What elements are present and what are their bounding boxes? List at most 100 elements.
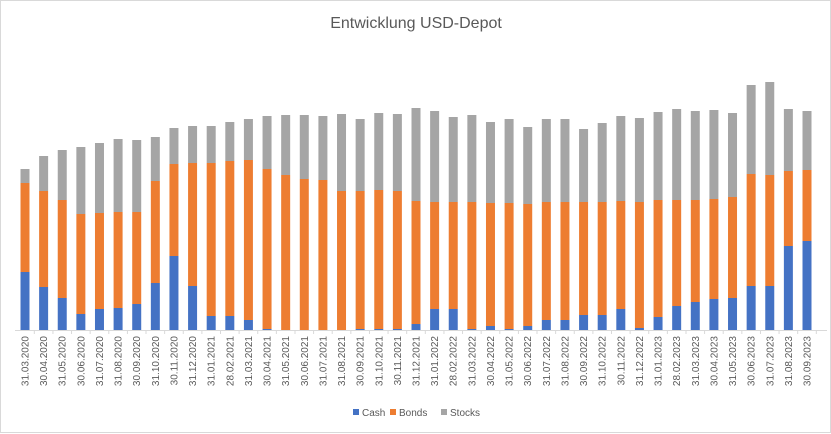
bar-bonds-31.12.2020	[188, 163, 198, 286]
bar-stocks-31.05.2022	[504, 119, 514, 203]
bar-cash-30.11.2021	[392, 329, 402, 330]
bar-stocks-30.11.2022	[616, 116, 626, 201]
x-tick-label: 31.03.2020	[21, 336, 32, 386]
bar-bonds-28.02.2022	[448, 202, 458, 309]
x-tick-label: 31.07.2020	[95, 336, 106, 386]
x-tick-label: 28.02.2021	[225, 336, 236, 386]
bar-stocks-30.04.2022	[485, 122, 495, 203]
bar-stocks-31.03.2022	[467, 115, 477, 202]
bar-cash-31.08.2023	[783, 246, 793, 330]
bar-bonds-30.09.2022	[579, 202, 589, 315]
legend-label-stocks: Stocks	[450, 408, 480, 419]
bar-stocks-31.07.2023	[765, 82, 775, 175]
bar-cash-30.09.2023	[802, 241, 812, 330]
x-tick-label: 30.09.2022	[579, 336, 590, 386]
bar-stocks-31.03.2020	[20, 169, 30, 183]
legend-label-cash: Cash	[362, 408, 385, 419]
x-tick-label: 31.03.2023	[691, 336, 702, 386]
bar-stocks-31.05.2021	[281, 115, 291, 175]
bar-cash-30.06.2020	[76, 314, 86, 330]
bar-cash-31.07.2022	[541, 320, 551, 330]
bar-stocks-30.06.2022	[523, 127, 533, 204]
bar-stocks-30.06.2020	[76, 147, 86, 214]
bar-stocks-31.01.2023	[653, 112, 663, 200]
bar-stocks-31.08.2020	[113, 139, 123, 212]
bar-stocks-31.07.2021	[318, 116, 328, 180]
bar-bonds-31.01.2021	[206, 163, 216, 316]
legend: Cash Bonds Stocks	[353, 408, 480, 419]
bar-bonds-31.07.2021	[318, 180, 328, 330]
bar-bonds-31.12.2021	[411, 201, 421, 324]
legend-swatch-bonds	[390, 409, 396, 415]
bar-cash-31.12.2020	[188, 286, 198, 330]
bar-cash-30.11.2020	[169, 256, 179, 330]
bar-cash-28.02.2023	[672, 306, 682, 330]
x-tick-label: 31.10.2022	[598, 336, 609, 386]
x-tick-label: 28.02.2022	[449, 336, 460, 386]
bar-stocks-31.10.2021	[374, 113, 384, 190]
bar-stocks-31.12.2020	[188, 126, 198, 163]
bar-bonds-31.08.2023	[783, 171, 793, 246]
bar-stocks-31.03.2023	[690, 111, 700, 200]
bar-stocks-30.11.2021	[392, 114, 402, 191]
bar-stocks-30.06.2021	[299, 115, 309, 179]
bar-bonds-31.03.2020	[20, 183, 30, 272]
bar-cash-31.08.2022	[560, 320, 570, 330]
bar-cash-30.06.2023	[746, 286, 756, 330]
x-tick-label: 31.03.2021	[244, 336, 255, 386]
x-tick-label: 30.09.2020	[132, 336, 143, 386]
bar-cash-28.02.2021	[225, 316, 235, 330]
x-tick-label: 31.05.2023	[728, 336, 739, 386]
bar-bonds-28.02.2023	[672, 200, 682, 306]
bar-bonds-30.04.2022	[485, 203, 495, 326]
bar-cash-30.04.2021	[262, 329, 272, 330]
bar-bonds-30.06.2021	[299, 179, 309, 330]
bar-bonds-30.11.2021	[392, 191, 402, 329]
bar-stocks-30.04.2020	[39, 156, 49, 191]
bar-stocks-31.05.2023	[728, 113, 738, 197]
x-tick-label: 31.08.2021	[337, 336, 348, 386]
bar-cash-31.01.2022	[430, 309, 440, 330]
bar-stocks-30.09.2020	[132, 140, 142, 212]
bar-bonds-31.03.2022	[467, 202, 477, 329]
bar-stocks-30.04.2021	[262, 116, 272, 169]
bar-bonds-31.07.2020	[94, 213, 104, 309]
bar-bonds-31.01.2022	[430, 202, 440, 309]
bar-cash-31.05.2020	[57, 298, 67, 330]
bar-cash-31.10.2021	[374, 329, 384, 330]
x-tick-label: 31.12.2021	[412, 336, 423, 386]
bar-bonds-31.12.2022	[634, 202, 644, 328]
bar-stocks-31.01.2021	[206, 126, 216, 163]
bar-stocks-30.06.2023	[746, 85, 756, 174]
bar-stocks-31.08.2021	[337, 114, 347, 191]
x-tick-label: 31.01.2022	[430, 336, 441, 386]
bar-cash-31.05.2023	[728, 298, 738, 330]
bar-bonds-31.01.2023	[653, 200, 663, 317]
x-tick-label: 31.08.2022	[560, 336, 571, 386]
bar-stocks-30.09.2022	[579, 129, 589, 202]
bar-bonds-31.05.2023	[728, 197, 738, 298]
bar-cash-31.01.2023	[653, 317, 663, 330]
x-tick-label: 31.05.2020	[58, 336, 69, 386]
bar-stocks-31.10.2022	[597, 123, 607, 202]
x-tick-label: 28.02.2023	[672, 336, 683, 386]
bar-cash-31.03.2022	[467, 329, 477, 330]
x-tick-label: 31.10.2021	[374, 336, 385, 386]
x-tick-label: 30.06.2021	[300, 336, 311, 386]
bar-cash-31.08.2020	[113, 308, 123, 330]
x-tick-label: 30.11.2021	[393, 336, 404, 386]
x-tick-label: 31.07.2022	[542, 336, 553, 386]
bar-cash-31.03.2023	[690, 302, 700, 330]
bar-cash-31.07.2020	[94, 309, 104, 330]
bar-stocks-30.09.2023	[802, 111, 812, 170]
bar-stocks-28.02.2022	[448, 117, 458, 202]
bar-bonds-31.07.2023	[765, 175, 775, 286]
x-tick-label: 31.10.2020	[151, 336, 162, 386]
bar-bonds-30.04.2021	[262, 169, 272, 329]
bar-cash-31.03.2021	[243, 320, 253, 330]
bar-stocks-31.12.2022	[634, 118, 644, 202]
bar-cash-31.10.2020	[150, 283, 160, 330]
bar-bonds-30.04.2023	[709, 199, 719, 299]
bar-stocks-31.10.2020	[150, 137, 160, 181]
